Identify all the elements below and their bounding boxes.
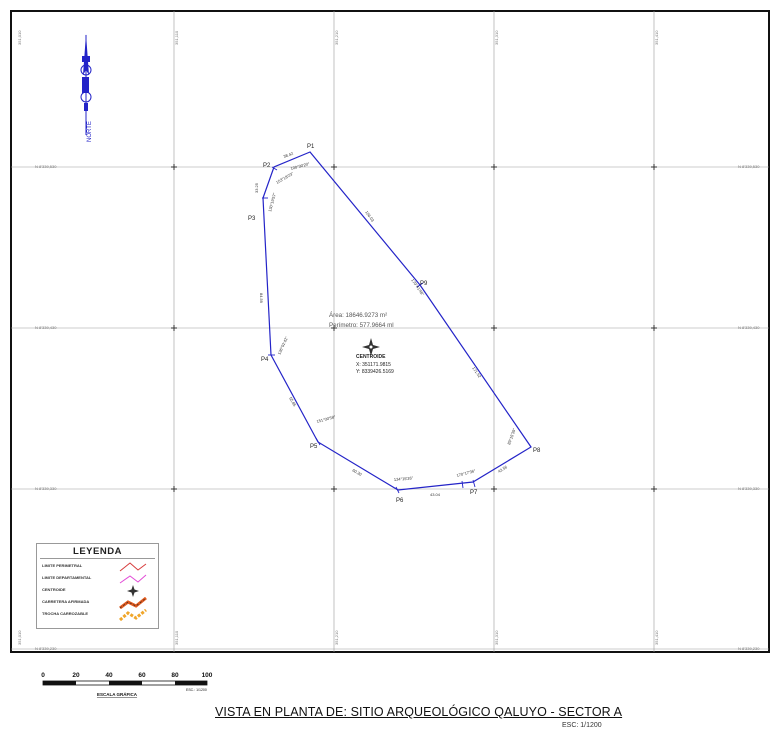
legend-item-dirt-road: TROCHA CARROZABLE	[40, 609, 154, 621]
scale-bar-ratio: ESC.: 1/1200	[186, 688, 207, 692]
side-length-p5-p6: 60.30	[352, 468, 364, 478]
north-arrow-icon: NORTE	[80, 34, 93, 142]
area-label: Área: 18646.9273 m²	[329, 312, 387, 319]
angle-p4: 136°01'42"	[276, 335, 289, 355]
legend-box: LEYENDA LIMITE PERIMETRAL LIMITE DEPARTA…	[36, 543, 159, 629]
legend-item-paved-road: CARRETERA AFIRMADA	[40, 597, 154, 609]
centroid-y: Y: 8339426.5169	[356, 369, 394, 375]
side-length-p7-p8: 43.56	[497, 464, 509, 474]
grid-label-e4-bottom: 351,310	[494, 630, 499, 645]
scale-bar-label: ESCALA GRÁFICA	[97, 691, 138, 697]
angle-p6: 134°15'26"	[394, 475, 414, 482]
grid-label-n3-right: N 8'339,330	[738, 486, 760, 491]
dirt-road-icon	[119, 609, 147, 621]
vertex-label-p9: P9	[420, 281, 428, 287]
drawing-scale: ESC: 1/1200	[562, 722, 602, 729]
scale-bar	[42, 680, 208, 686]
paved-road-icon	[119, 597, 147, 609]
angle-p5: 151°00'58"	[316, 414, 337, 424]
side-length-p1-p2: 38.42	[283, 151, 295, 159]
grid-label-e5-bottom: 351,410	[654, 630, 659, 645]
legend-item-label: CENTROIDE	[42, 587, 66, 592]
side-length-p3-p4: 84.59	[259, 293, 264, 304]
legend-item-centroid: CENTROIDE	[40, 585, 154, 597]
legend-title: LEYENDA	[73, 546, 122, 557]
scale-tick-100: 100	[202, 672, 213, 679]
north-label: NORTE	[87, 121, 93, 142]
side-length-p9-p1: 156.03	[364, 210, 376, 224]
grid-label-e2: 351,110	[174, 30, 179, 45]
grid-cross	[171, 486, 657, 492]
vertex-label-p3: P3	[248, 216, 256, 222]
grid	[11, 11, 769, 652]
angle-p3: 130°19'57"	[267, 192, 277, 213]
grid-label-e2-bottom: 351,110	[174, 630, 179, 645]
vertex-label-p2: P2	[263, 163, 271, 169]
centroid-x: X: 351171.9815	[356, 362, 391, 368]
grid-label-n4-right: N 8'339,230	[738, 646, 760, 651]
angle-p2: 153°18'23"	[275, 171, 295, 185]
side-length-p6-p7: 43.04	[430, 492, 441, 497]
grid-label-e5: 351,410	[654, 30, 659, 45]
grid-label-e3-bottom: 351,210	[334, 630, 339, 645]
legend-item-label: LIMITE PERIMETRAL	[42, 563, 83, 568]
grid-label-n1-left: N 8'339,530	[35, 164, 57, 169]
grid-label-n3-left: N 8'339,330	[35, 486, 57, 491]
side-length-p2-p3: 33.25	[254, 182, 259, 193]
grid-label-n4-left: N 8'339,230	[35, 646, 57, 651]
centroid-icon	[362, 338, 380, 356]
angle-p7: 170°17'36"	[456, 468, 477, 478]
grid-cross	[171, 325, 657, 331]
vertex-label-p4: P4	[261, 357, 269, 363]
vertex-label-p5: P5	[310, 444, 318, 450]
grid-label-n1-right: N 8'339,530	[738, 164, 760, 169]
site-boundary-polygon	[262, 151, 532, 491]
legend-item-label: CARRETERA AFIRMADA	[42, 599, 90, 604]
grid-label-e1: 351,010	[17, 30, 22, 45]
grid-label-e4: 351,310	[494, 30, 499, 45]
perimeter-line-icon	[119, 562, 147, 572]
centroid-label: CENTROIDE	[356, 354, 386, 360]
scale-tick-80: 80	[171, 672, 179, 679]
grid-cross	[171, 164, 657, 170]
legend-item-perimeter: LIMITE PERIMETRAL	[40, 561, 154, 573]
legend-item-label: LIMITE DEPARTAMENTAL	[42, 575, 92, 580]
grid-label-n2-left: N 8'339,430	[35, 325, 57, 330]
vertex-label-p6: P6	[396, 498, 404, 504]
legend-divider	[40, 558, 155, 559]
centroid-symbol-icon	[127, 585, 139, 597]
departmental-line-icon	[119, 574, 147, 584]
vertex-label-p8: P8	[533, 448, 541, 454]
vertex-label-p7: P7	[470, 490, 478, 496]
drawing-title: VISTA EN PLANTA DE: SITIO ARQUEOLÓGICO Q…	[215, 705, 623, 719]
grid-label-e1-bottom: 351,010	[17, 630, 22, 645]
angle-p1: 100°30'20"	[290, 161, 311, 171]
scale-tick-0: 0	[41, 672, 45, 679]
grid-label-e3: 351,210	[334, 30, 339, 45]
side-length-p8-p9: 171.52	[471, 366, 483, 380]
angle-p8: 89°15'39"	[506, 427, 517, 445]
legend-item-departmental: LIMITE DEPARTAMENTAL	[40, 573, 154, 585]
scale-tick-40: 40	[105, 672, 113, 679]
vertex-label-p1: P1	[307, 144, 315, 150]
scale-tick-20: 20	[72, 672, 80, 679]
grid-label-n2-right: N 8'339,430	[738, 325, 760, 330]
side-length-p4-p5: 55.85	[288, 396, 298, 408]
scale-tick-60: 60	[138, 672, 146, 679]
perimeter-label: Perímetro: 577.9664 ml	[329, 322, 394, 329]
legend-item-label: TROCHA CARROZABLE	[42, 611, 89, 616]
